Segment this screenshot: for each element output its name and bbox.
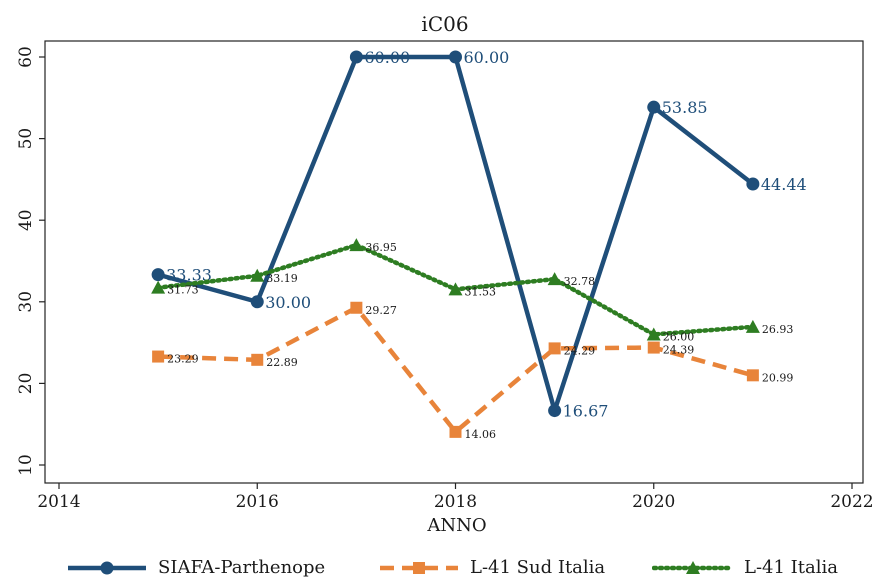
series-2-data-label-4: 32.78 <box>564 275 596 288</box>
series-1-data-label-1: 22.89 <box>266 356 298 369</box>
series-2-point-3 <box>448 282 463 296</box>
series-2-data-label-3: 31.53 <box>465 285 497 298</box>
series-0-data-label-0: 33.33 <box>166 266 212 285</box>
series-1-point-4 <box>548 342 561 355</box>
y-tick-label-5: 60 <box>16 46 36 68</box>
series-0-point-3 <box>449 50 462 64</box>
series-2-point-2 <box>349 238 364 252</box>
series-2-point-4 <box>547 272 562 286</box>
legend-swatch-sud-italia <box>380 561 458 574</box>
series-0-data-label-6: 44.44 <box>761 175 807 194</box>
series-2: 31.73 33.19 36.95 31.53 32.78 26.00 26.93 <box>151 238 793 343</box>
plot-area <box>44 40 864 484</box>
series-1: 23.29 22.89 29.27 14.06 24.29 24.39 20.99 <box>152 301 794 441</box>
x-tick-label-3: 2020 <box>632 492 675 512</box>
legend-label-siafa: SIAFA-Parthenope <box>158 557 326 578</box>
series-1-point-6 <box>746 369 759 382</box>
series-1-point-0 <box>152 350 165 363</box>
series-2-point-1 <box>250 268 265 282</box>
series-0-data-label-2: 60.00 <box>364 48 410 67</box>
series-0-point-6 <box>746 177 760 191</box>
y-tick-label-3: 40 <box>16 209 36 231</box>
series-1-point-3 <box>449 425 462 438</box>
line-chart: iC06 10 20 30 40 50 60 2014 2016 2018 2020 2022 A… <box>16 12 874 536</box>
legend-swatch-italia <box>652 560 734 574</box>
series-2-point-0 <box>151 280 166 294</box>
series-0-point-4 <box>548 404 562 418</box>
series-1-data-label-0: 23.29 <box>167 353 199 366</box>
x-axis: 2014 2016 2018 2020 2022 <box>37 483 874 512</box>
y-tick-label-1: 20 <box>16 373 36 395</box>
series-1-data-label-2: 29.27 <box>365 304 397 317</box>
series-0-data-label-1: 30.00 <box>265 293 311 312</box>
series-1-point-1 <box>251 353 264 366</box>
series-0-point-1 <box>250 295 264 309</box>
series-2-data-label-2: 36.95 <box>365 241 397 254</box>
y-axis: 10 20 30 40 50 60 <box>16 46 45 476</box>
series-2-data-label-0: 31.73 <box>167 284 199 297</box>
series-1-data-label-5: 24.39 <box>663 344 695 357</box>
x-tick-label-1: 2016 <box>236 492 279 512</box>
series-0-data-label-5: 53.85 <box>662 98 708 117</box>
legend-item-siafa: SIAFA-Parthenope <box>66 554 325 581</box>
series-1-data-label-3: 14.06 <box>465 428 497 441</box>
series-2-point-5 <box>646 327 661 341</box>
y-tick-label-0: 10 <box>16 454 36 476</box>
legend-label-sud-italia: L-41 Sud Italia <box>470 557 606 578</box>
chart-title: iC06 <box>421 12 468 36</box>
series-line-1 <box>158 305 754 435</box>
series-0-point-5 <box>647 100 661 114</box>
legend-item-italia: L-41 Italia <box>652 554 838 581</box>
x-axis-label: ANNO <box>426 515 486 536</box>
x-tick-label-0: 2014 <box>37 492 80 512</box>
series-0-data-label-4: 16.67 <box>563 402 609 421</box>
y-tick-label-2: 30 <box>16 291 36 313</box>
legend-label-italia: L-41 Italia <box>744 557 838 578</box>
series-2-data-label-6: 26.93 <box>762 323 794 336</box>
series-layer: 33.33 30.00 60.00 60.00 16.67 53.85 44.44 23.29… <box>151 48 807 441</box>
y-tick-label-4: 50 <box>16 128 36 150</box>
series-2-data-label-1: 33.19 <box>266 272 298 285</box>
series-0: 33.33 30.00 60.00 60.00 16.67 53.85 44.44 <box>151 48 807 421</box>
series-0-data-label-3: 60.00 <box>464 48 510 67</box>
legend-item-sud-italia: L-41 Sud Italia <box>378 554 605 581</box>
series-1-point-5 <box>647 341 660 354</box>
series-2-point-6 <box>745 319 760 333</box>
x-tick-label-4: 2022 <box>830 492 873 512</box>
series-0-point-2 <box>349 50 363 64</box>
series-1-point-2 <box>350 301 363 314</box>
legend: SIAFA-Parthenope L-41 Sud Italia L-41 It… <box>0 554 878 581</box>
series-1-data-label-4: 24.29 <box>564 344 596 357</box>
x-tick-label-2: 2018 <box>434 492 477 512</box>
series-1-data-label-6: 20.99 <box>762 371 794 384</box>
legend-swatch-siafa <box>68 561 146 574</box>
series-2-data-label-5: 26.00 <box>663 330 695 343</box>
series-0-point-0 <box>151 268 165 282</box>
